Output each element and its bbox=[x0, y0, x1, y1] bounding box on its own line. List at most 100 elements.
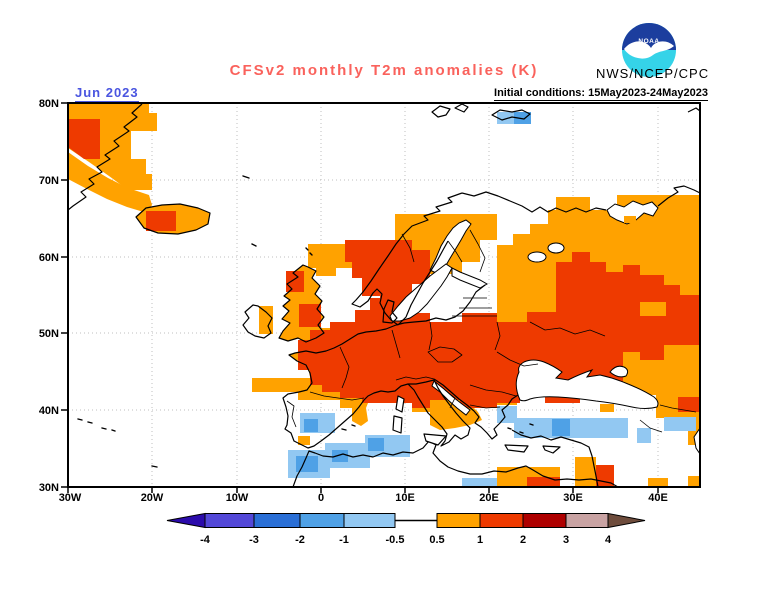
anomaly-greenland-coast-orange bbox=[68, 152, 152, 213]
colorbar-label-m3: -3 bbox=[249, 534, 259, 546]
anomaly-caucasus-red bbox=[678, 397, 700, 412]
x-tick-20w: 20W bbox=[141, 492, 164, 504]
colorbar-seg-p3-p4 bbox=[565, 513, 609, 528]
colorbar-label-p4: 4 bbox=[605, 534, 612, 546]
anomaly-ne-turkey-orange bbox=[600, 404, 614, 412]
colorbar-arrow-above bbox=[607, 512, 646, 529]
x-tick-30e: 30E bbox=[563, 492, 583, 504]
colorbar-label-m05: -0.5 bbox=[386, 534, 405, 546]
org-label: NWS/NCEP/CPC bbox=[596, 66, 710, 81]
forecast-month-label: Jun 2023 bbox=[75, 85, 139, 102]
anomaly-algeria-medblue bbox=[368, 438, 384, 451]
anomaly-south-turkey-lightblue bbox=[514, 418, 628, 438]
colorbar-label-m2: -2 bbox=[295, 534, 305, 546]
anomaly-corner-orange bbox=[688, 476, 700, 487]
sea-areas bbox=[389, 200, 700, 455]
coast-turkey-levant bbox=[511, 429, 599, 487]
axis-ticks bbox=[61, 102, 659, 493]
coast-corsica bbox=[395, 395, 405, 413]
anomaly-belarus-orange-notch bbox=[640, 302, 666, 316]
anomaly-east-turkey-lightblue-2 bbox=[664, 417, 696, 431]
anomaly-egypt-east-orange bbox=[648, 478, 668, 487]
anomaly-regions-medblue bbox=[296, 112, 570, 472]
colorbar-label-p05: 0.5 bbox=[429, 534, 444, 546]
anomaly-morocco-medblue-1 bbox=[296, 456, 318, 472]
x-tick-40e: 40E bbox=[648, 492, 668, 504]
anomaly-north-sea-ring-orange bbox=[308, 244, 352, 276]
coast-kanin bbox=[657, 185, 700, 207]
coastlines bbox=[68, 103, 700, 487]
colorbar-label-p2: 2 bbox=[520, 534, 526, 546]
anomaly-libya-bottom-lightblue bbox=[462, 478, 497, 487]
y-tick-60n: 60N bbox=[39, 252, 59, 264]
caspian-sea-edge bbox=[693, 427, 700, 455]
anomaly-morocco-medblue-2 bbox=[332, 450, 348, 462]
x-tick-20e: 20E bbox=[479, 492, 499, 504]
x-axis-labels: 30W 20W 10W 0 10E 20E 30E 40E bbox=[59, 492, 668, 504]
colorbar-label-m1: -1 bbox=[339, 534, 349, 546]
country-borders bbox=[286, 229, 697, 433]
anomaly-greenland-red bbox=[68, 119, 100, 159]
coast-kola-barents bbox=[461, 191, 607, 213]
map-frame bbox=[67, 102, 701, 488]
colorbar-seg-m4-m3 bbox=[204, 513, 255, 528]
small-islands bbox=[77, 175, 534, 468]
colorbar-label-p1: 1 bbox=[477, 534, 483, 546]
coast-italy bbox=[407, 379, 471, 447]
coast-north-africa bbox=[292, 440, 619, 487]
coast-sardinia bbox=[392, 415, 403, 434]
colorbar-seg-p05-p1 bbox=[436, 513, 481, 528]
initial-conditions-label: Initial conditions: 15May2023-24May2023 bbox=[494, 87, 708, 101]
anomaly-biscay-orange bbox=[252, 378, 310, 392]
anomaly-libya-red bbox=[527, 477, 560, 487]
black-sea bbox=[515, 359, 659, 409]
colorbar-seg-m3-m2 bbox=[253, 513, 301, 528]
lake-onega bbox=[547, 242, 565, 254]
colorbar-label-p3: 3 bbox=[563, 534, 569, 546]
page-title: CFSv2 monthly T2m anomalies (K) bbox=[229, 62, 539, 79]
y-tick-70n: 70N bbox=[39, 175, 59, 187]
anomaly-turkey-medblue bbox=[552, 419, 570, 436]
coast-svalbard-3 bbox=[491, 109, 531, 121]
coast-greenland bbox=[68, 103, 143, 211]
coast-ireland bbox=[242, 304, 273, 339]
coast-islets-ne bbox=[687, 107, 700, 113]
anomaly-england-red bbox=[299, 304, 321, 327]
x-tick-0: 0 bbox=[318, 492, 324, 504]
x-tick-10e: 10E bbox=[395, 492, 415, 504]
anomaly-gibraltar-orange bbox=[298, 436, 310, 445]
coast-norway bbox=[351, 192, 463, 326]
coast-baltic-south bbox=[395, 284, 486, 326]
x-tick-10w: 10W bbox=[226, 492, 249, 504]
anomaly-svalbard-lightblue bbox=[497, 112, 514, 124]
coast-iberia bbox=[282, 383, 409, 449]
coast-balkan-greece bbox=[433, 378, 519, 440]
y-tick-30n: 30N bbox=[39, 482, 59, 494]
coast-sicily bbox=[423, 433, 447, 446]
coast-svalbard-2 bbox=[454, 103, 469, 113]
white-sea bbox=[606, 200, 659, 225]
noaa-logo-icon: NOAA bbox=[622, 23, 676, 77]
colorbar-arrow-below bbox=[166, 512, 206, 529]
colorbar-legend: -4 -3 -2 -1 -0.5 0.5 1 2 3 4 bbox=[166, 512, 646, 546]
coast-britain bbox=[278, 264, 325, 343]
anomaly-east-turkey-lightblue-1 bbox=[637, 428, 651, 443]
anomaly-svalbard-medblue bbox=[514, 112, 531, 124]
coast-iceland bbox=[135, 203, 211, 235]
colorbar-label-m4: -4 bbox=[200, 534, 211, 546]
x-tick-30w: 30W bbox=[59, 492, 82, 504]
y-tick-40n: 40N bbox=[39, 405, 59, 417]
coast-cyprus bbox=[542, 445, 561, 454]
noaa-logo-text: NOAA bbox=[638, 38, 659, 45]
colorbar-seg-p1-p2 bbox=[479, 513, 524, 528]
coast-crete bbox=[504, 444, 529, 453]
sea-of-azov bbox=[609, 365, 629, 378]
coast-continent-west bbox=[288, 324, 397, 393]
baltic-sea bbox=[389, 263, 453, 322]
anomaly-regions-lightblue bbox=[288, 112, 696, 487]
colorbar-seg-m2-m1 bbox=[299, 513, 345, 528]
colorbar-seg-m1-m05 bbox=[343, 513, 396, 528]
anomaly-ireland-east-orange bbox=[259, 306, 273, 334]
y-axis-labels: 80N 70N 60N 50N 40N 30N bbox=[39, 98, 59, 494]
white-sea-islet-orange bbox=[624, 216, 636, 223]
